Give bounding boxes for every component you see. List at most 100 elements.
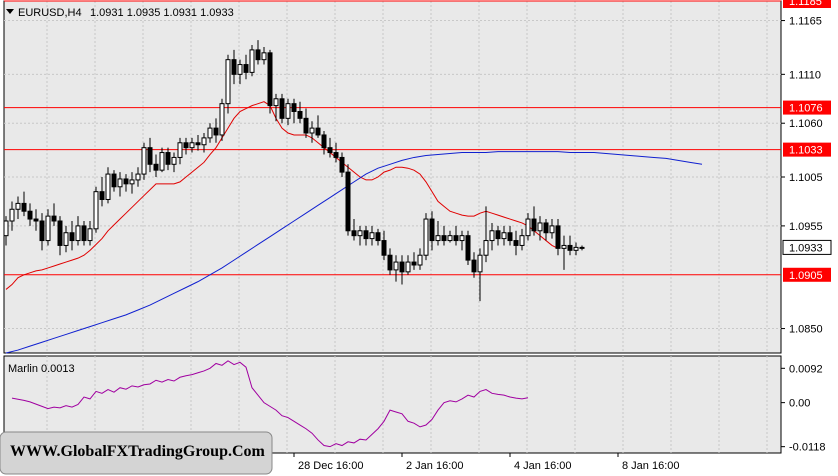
candle-body [51, 215, 57, 222]
candle-body [561, 244, 567, 249]
candle-body [471, 259, 477, 273]
price-tick-label: 1.0955 [789, 221, 823, 233]
candle-body [417, 254, 423, 266]
candle-body [579, 246, 585, 249]
current-price-label: 1.0933 [789, 242, 823, 254]
candle-body [429, 218, 435, 242]
candle-body [435, 235, 441, 242]
candle-body [501, 232, 507, 240]
candle-body [123, 178, 129, 185]
oscillator-axis: 0.0092 0.00 -0.0118 [781, 363, 826, 454]
candle-body [231, 59, 237, 75]
candle-body [507, 232, 513, 242]
candle-body [27, 210, 33, 220]
level-label-box [783, 267, 831, 282]
price-tick-label: 1.1110 [789, 69, 821, 81]
candle-body [195, 142, 201, 146]
candle-body [477, 254, 483, 273]
level-label: 1.1076 [789, 103, 823, 115]
candle-body [447, 235, 453, 242]
candle-body [285, 103, 291, 119]
price-tick-label: 1.1060 [789, 118, 823, 130]
candle-body [489, 230, 495, 242]
indicator-label: Marlin 0.0013 [8, 363, 75, 375]
candle-body [135, 173, 141, 181]
candle-body [351, 230, 357, 237]
oscillator-tick-label: 0.00 [789, 398, 810, 410]
time-tick-label: 2 Jan 16:00 [406, 460, 464, 472]
candle-body [153, 163, 159, 171]
ma-red-line [5, 101, 559, 290]
candle-body [15, 202, 21, 210]
candle-body [45, 215, 51, 242]
candle-body [159, 152, 165, 171]
time-tick-label: 4 Jan 16:00 [514, 460, 572, 472]
level-label-box [783, 100, 831, 115]
level-label-box [783, 0, 831, 8]
candle-body [381, 240, 387, 256]
candle-body [375, 232, 381, 242]
level-price-labels: 1.1185 1.1076 1.1033 1.0905 1.0933 [782, 0, 832, 282]
level-label: 1.1033 [789, 145, 823, 157]
candle-body [531, 218, 537, 232]
symbol-label: EURUSD,H4 [18, 7, 82, 19]
candle-body [81, 225, 87, 242]
candle-body [3, 220, 9, 237]
candle-body [339, 156, 345, 173]
candle-body [249, 49, 255, 73]
price-tick-label: 1.1165 [789, 16, 822, 28]
candle-body [495, 230, 501, 240]
candle-body [291, 103, 297, 112]
candle-body [9, 208, 15, 222]
candle-body [273, 98, 279, 107]
candle-body [453, 235, 459, 242]
candle-body [147, 147, 153, 165]
candle-body [129, 179, 135, 185]
candle-body [555, 225, 561, 249]
price-axis: 1.1165 1.1110 1.1060 1.1005 1.0955 1.0850 [781, 16, 823, 336]
candle-body [309, 127, 315, 134]
candlesticks [3, 40, 585, 302]
candle-body [99, 191, 105, 200]
candle-body [333, 152, 339, 158]
candle-body [33, 218, 39, 222]
candle-body [255, 49, 261, 61]
candle-body [105, 173, 111, 200]
candle-body [63, 232, 69, 246]
watermark: WWW.GlobalFXTradingGroup.Com [0, 431, 273, 475]
candle-body [357, 230, 363, 237]
candle-body [303, 117, 309, 134]
oscillator-tick-label: -0.0118 [789, 442, 826, 454]
candle-body [267, 52, 273, 107]
collapse-triangle-icon[interactable] [6, 9, 14, 14]
candle-body [141, 147, 147, 175]
candle-body [237, 64, 243, 75]
candle-body [93, 191, 99, 230]
time-tick-label: 8 Jan 16:00 [622, 460, 680, 472]
moving-average-lines [5, 101, 703, 354]
ma-blue-line [5, 151, 703, 354]
candle-body [171, 156, 177, 165]
candle-body [207, 127, 213, 139]
price-tick-label: 1.0850 [789, 324, 823, 336]
candle-body [387, 254, 393, 271]
candle-body [75, 225, 81, 242]
candle-body [465, 235, 471, 261]
watermark-text: WWW.GlobalFXTradingGroup.Com [10, 443, 266, 460]
candle-body [177, 142, 183, 158]
candle-body [549, 225, 555, 234]
candle-body [261, 52, 267, 61]
candle-body [165, 152, 171, 165]
candle-body [219, 103, 225, 136]
candle-body [573, 246, 579, 251]
time-tick-label: 28 Dec 16:00 [298, 460, 363, 472]
candle-body [399, 261, 405, 273]
candle-body [363, 230, 369, 240]
candle-body [297, 110, 303, 119]
candle-body [183, 142, 189, 149]
level-label-box [783, 142, 831, 157]
candle-body [483, 240, 489, 256]
candle-body [543, 222, 549, 234]
ohlc-values: 1.0931 1.0935 1.0931 1.0933 [90, 7, 234, 19]
